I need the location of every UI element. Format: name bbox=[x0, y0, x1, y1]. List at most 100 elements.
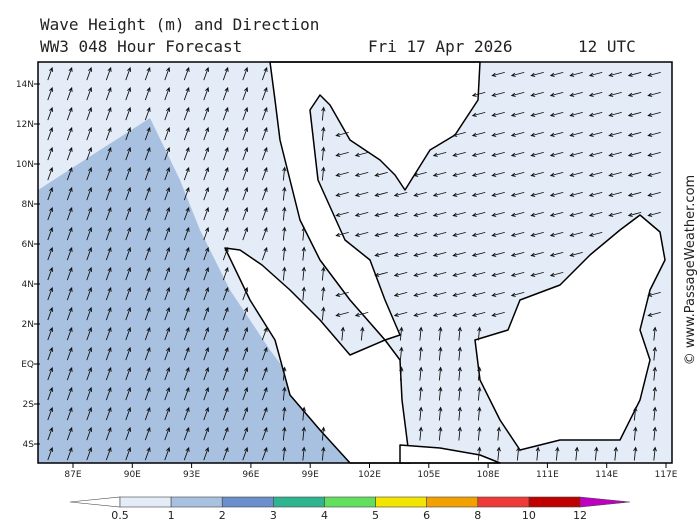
wave-arrow bbox=[549, 111, 564, 117]
wave-arrow bbox=[86, 266, 93, 281]
wave-arrow bbox=[222, 286, 229, 301]
wave-arrow bbox=[321, 426, 326, 441]
wave-arrow bbox=[105, 106, 112, 121]
wave-arrow bbox=[438, 426, 443, 441]
legend-swatch bbox=[273, 496, 325, 508]
wave-arrow bbox=[413, 191, 427, 197]
wave-arrow bbox=[555, 446, 560, 461]
wave-arrow bbox=[471, 131, 486, 137]
wave-arrow bbox=[321, 146, 326, 161]
wave-arrow bbox=[66, 106, 73, 121]
legend-swatch bbox=[170, 496, 223, 508]
lon-label: 114E bbox=[595, 470, 618, 480]
wave-arrow bbox=[47, 286, 54, 301]
lat-label: 8N bbox=[22, 200, 34, 210]
wave-arrow bbox=[530, 111, 544, 117]
wave-arrow bbox=[125, 286, 132, 301]
wave-arrow bbox=[452, 151, 466, 157]
wave-arrow bbox=[477, 406, 482, 421]
wave-arrow bbox=[105, 246, 112, 261]
wave-arrow bbox=[144, 326, 151, 341]
wave-arrow bbox=[471, 211, 486, 217]
wave-arrow bbox=[516, 446, 521, 461]
wave-arrow bbox=[399, 366, 404, 381]
wave-arrow bbox=[354, 211, 369, 217]
wave-arrow bbox=[457, 386, 462, 401]
wave-arrow bbox=[125, 66, 132, 81]
wave-arrow bbox=[399, 326, 404, 341]
wave-arrow bbox=[418, 426, 423, 441]
legend-label: 10 bbox=[522, 509, 536, 522]
wave-arrow bbox=[282, 166, 287, 181]
wave-arrow bbox=[164, 326, 171, 341]
wave-arrow bbox=[183, 426, 190, 441]
lon-label: 87E bbox=[64, 470, 81, 480]
wave-arrow bbox=[66, 346, 73, 361]
wave-arrow bbox=[144, 446, 151, 461]
wave-arrow bbox=[183, 246, 190, 261]
wave-arrow bbox=[452, 271, 466, 277]
wave-arrow bbox=[242, 126, 249, 141]
wave-arrow bbox=[66, 286, 73, 301]
wave-arrow bbox=[86, 166, 93, 181]
wave-arrow bbox=[510, 251, 525, 257]
wave-arrow bbox=[535, 446, 540, 461]
wave-arrow bbox=[530, 231, 544, 237]
wave-arrow bbox=[588, 91, 603, 97]
wave-arrow bbox=[222, 406, 229, 421]
wave-arrow bbox=[125, 406, 132, 421]
wave-arrow bbox=[549, 91, 564, 97]
wave-arrow bbox=[335, 191, 349, 197]
wave-arrow bbox=[105, 226, 112, 241]
wave-arrow bbox=[399, 346, 404, 361]
wave-arrow bbox=[203, 266, 210, 281]
wave-arrow bbox=[432, 271, 447, 277]
wave-arrow bbox=[321, 126, 326, 141]
wave-arrow bbox=[105, 86, 112, 101]
wave-arrow bbox=[86, 246, 93, 261]
wave-arrow bbox=[125, 206, 132, 221]
wave-arrow bbox=[86, 186, 93, 201]
wave-arrow bbox=[569, 171, 583, 177]
lat-label: 12N bbox=[16, 120, 34, 130]
wave-arrow bbox=[569, 71, 583, 77]
wave-arrow bbox=[125, 326, 132, 341]
wave-arrow bbox=[261, 426, 268, 441]
wave-arrow bbox=[413, 291, 427, 297]
wave-arrow bbox=[125, 426, 132, 441]
wave-arrow bbox=[183, 286, 190, 301]
wave-arrow bbox=[203, 446, 210, 461]
lon-label: 111E bbox=[536, 470, 559, 480]
wave-arrow bbox=[47, 106, 54, 121]
wave-arrow bbox=[86, 386, 93, 401]
wave-arrow bbox=[203, 306, 210, 321]
wave-arrow bbox=[222, 106, 229, 121]
wave-arrow bbox=[125, 366, 132, 381]
wave-arrow bbox=[164, 86, 171, 101]
wave-arrow bbox=[125, 106, 132, 121]
wave-arrow bbox=[608, 131, 622, 137]
wave-arrow bbox=[491, 71, 505, 77]
wave-arrow bbox=[510, 191, 525, 197]
wave-arrow bbox=[282, 366, 287, 381]
legend-label: 0.5 bbox=[111, 509, 129, 522]
wave-arrow bbox=[627, 111, 642, 117]
wave-arrow bbox=[374, 271, 388, 277]
lon-label: 93E bbox=[183, 470, 200, 480]
wave-arrow bbox=[222, 366, 229, 381]
legend-swatch bbox=[426, 496, 479, 508]
wave-arrow bbox=[86, 126, 93, 141]
wave-arrow bbox=[477, 366, 482, 381]
wave-arrow bbox=[627, 211, 642, 217]
wave-arrow bbox=[530, 171, 544, 177]
wave-arrow bbox=[105, 306, 112, 321]
wave-arrow bbox=[222, 246, 229, 261]
wave-arrow bbox=[261, 346, 268, 361]
wave-arrow bbox=[47, 306, 54, 321]
wave-arrow bbox=[183, 306, 190, 321]
wave-arrow bbox=[652, 406, 657, 421]
wave-arrow bbox=[491, 91, 505, 97]
wave-arrow bbox=[510, 91, 525, 97]
wave-arrow bbox=[438, 366, 443, 381]
wave-arrow bbox=[125, 386, 132, 401]
